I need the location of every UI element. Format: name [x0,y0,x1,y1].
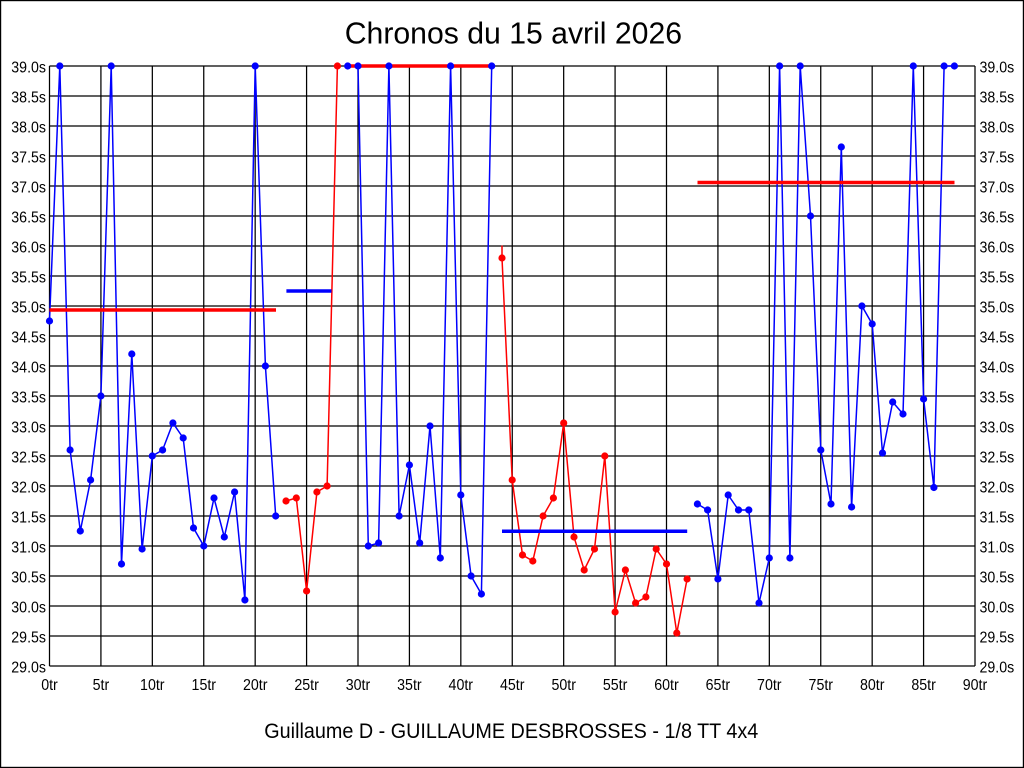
svg-text:34.5s: 34.5s [980,329,1015,346]
svg-text:50tr: 50tr [551,677,576,694]
svg-text:31.5s: 31.5s [980,509,1015,526]
svg-text:39.0s: 39.0s [11,59,46,76]
svg-text:33.5s: 33.5s [980,389,1015,406]
svg-text:29.5s: 29.5s [980,629,1015,646]
svg-text:35.0s: 35.0s [11,299,46,316]
svg-text:38.0s: 38.0s [11,119,46,136]
svg-text:32.5s: 32.5s [980,449,1015,466]
svg-text:30.5s: 30.5s [980,569,1015,586]
svg-text:32.0s: 32.0s [11,479,46,496]
svg-text:29.5s: 29.5s [11,629,46,646]
svg-text:40tr: 40tr [449,677,474,694]
svg-text:45tr: 45tr [500,677,525,694]
svg-text:15tr: 15tr [192,677,217,694]
svg-text:30tr: 30tr [346,677,371,694]
svg-text:33.5s: 33.5s [11,389,46,406]
svg-text:60tr: 60tr [654,677,679,694]
svg-text:35.0s: 35.0s [980,299,1015,316]
svg-text:0tr: 0tr [41,677,58,694]
svg-text:30.5s: 30.5s [11,569,46,586]
svg-text:80tr: 80tr [860,677,885,694]
svg-text:35.5s: 35.5s [11,269,46,286]
svg-text:Chronos du 15 avril 2026: Chronos du 15 avril 2026 [345,18,682,51]
svg-text:38.5s: 38.5s [11,89,46,106]
svg-text:25tr: 25tr [294,677,319,694]
svg-text:34.0s: 34.0s [980,359,1015,376]
svg-text:38.5s: 38.5s [980,89,1015,106]
svg-text:29.0s: 29.0s [980,659,1015,676]
svg-text:33.0s: 33.0s [11,419,46,436]
svg-text:55tr: 55tr [603,677,628,694]
svg-text:31.0s: 31.0s [980,539,1015,556]
svg-text:36.0s: 36.0s [980,239,1015,256]
svg-text:37.5s: 37.5s [11,149,46,166]
svg-text:36.5s: 36.5s [11,209,46,226]
svg-text:85tr: 85tr [911,677,936,694]
svg-text:37.0s: 37.0s [11,179,46,196]
svg-text:75tr: 75tr [809,677,834,694]
svg-text:20tr: 20tr [243,677,268,694]
svg-text:35.5s: 35.5s [980,269,1015,286]
svg-text:36.0s: 36.0s [11,239,46,256]
svg-text:35tr: 35tr [397,677,422,694]
svg-text:38.0s: 38.0s [980,119,1015,136]
svg-text:90tr: 90tr [963,677,988,694]
svg-text:33.0s: 33.0s [980,419,1015,436]
svg-text:29.0s: 29.0s [11,659,46,676]
svg-text:31.5s: 31.5s [11,509,46,526]
svg-text:37.0s: 37.0s [980,179,1015,196]
svg-text:5tr: 5tr [93,677,110,694]
svg-text:31.0s: 31.0s [11,539,46,556]
svg-text:36.5s: 36.5s [980,209,1015,226]
svg-text:70tr: 70tr [757,677,782,694]
svg-text:Guillaume D - GUILLAUME DESBRO: Guillaume D - GUILLAUME DESBROSSES - 1/8… [264,720,758,743]
svg-text:39.0s: 39.0s [980,59,1015,76]
svg-text:30.0s: 30.0s [11,599,46,616]
svg-text:65tr: 65tr [706,677,731,694]
svg-text:34.5s: 34.5s [11,329,46,346]
svg-text:32.0s: 32.0s [980,479,1015,496]
svg-text:30.0s: 30.0s [980,599,1015,616]
svg-text:32.5s: 32.5s [11,449,46,466]
svg-text:34.0s: 34.0s [11,359,46,376]
svg-text:10tr: 10tr [140,677,165,694]
svg-text:37.5s: 37.5s [980,149,1015,166]
